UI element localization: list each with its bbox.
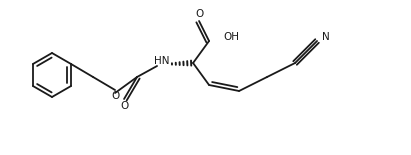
Text: HN: HN bbox=[154, 56, 170, 66]
Text: O: O bbox=[195, 9, 203, 19]
Text: O: O bbox=[120, 101, 128, 111]
Text: N: N bbox=[322, 32, 330, 42]
Text: OH: OH bbox=[223, 32, 239, 42]
Text: O: O bbox=[111, 91, 119, 101]
